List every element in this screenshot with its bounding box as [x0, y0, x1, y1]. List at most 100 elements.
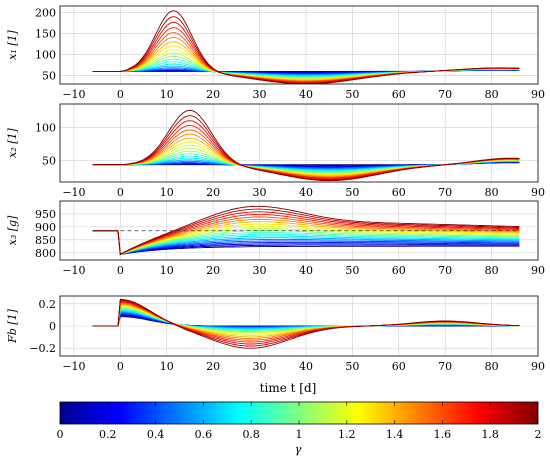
series-line-gamma-1.7 — [92, 213, 520, 255]
x-tick-label: 30 — [253, 264, 267, 277]
y-tick-label: 0.2 — [39, 298, 57, 311]
colorbar-tick-label: 0.8 — [242, 428, 260, 441]
colorbar-tick-label: 1.4 — [386, 428, 404, 441]
y-tick-label: 200 — [35, 6, 56, 19]
y-tick-label: 100 — [35, 121, 56, 134]
y-tick-label: 950 — [35, 208, 56, 221]
series-line-gamma-1.1 — [92, 227, 520, 256]
x-tick-label: 80 — [485, 186, 499, 199]
panel-2: −10 0 10 20 30 40 50 60 70 80 90 50 100 x₂ [1] — [6, 103, 545, 199]
colorbar-tick-label: 0.2 — [99, 428, 117, 441]
x-tick-label: 70 — [438, 88, 452, 101]
colorbar-tick-label: 2 — [535, 428, 542, 441]
series-line-gamma-1.2 — [92, 225, 520, 256]
series-line-gamma-0.8 — [92, 230, 520, 256]
y-tick-label: 0 — [49, 320, 56, 333]
series-group — [92, 298, 520, 349]
colorbar-tick-label: 0.4 — [147, 428, 165, 441]
y-axis-label: x₂ [1] — [6, 127, 19, 157]
x-tick-label: 40 — [299, 186, 313, 199]
y-tick-label: −0.2 — [29, 342, 56, 355]
x-tick-label: 70 — [438, 360, 452, 373]
series-line-gamma-1.9 — [92, 208, 520, 256]
x-tick-label: 40 — [299, 88, 313, 101]
colorbar-tick-label: 1 — [296, 428, 303, 441]
y-tick-label: 850 — [35, 234, 56, 247]
x-tick-label: 30 — [253, 360, 267, 373]
x-tick-label: −10 — [62, 186, 85, 199]
series-line-gamma-0.7 — [92, 230, 520, 256]
series-line-gamma-0.1 — [92, 230, 520, 256]
x-tick-label: 80 — [485, 360, 499, 373]
x-tick-label: 0 — [117, 186, 124, 199]
series-line-gamma-2.0 — [92, 205, 520, 255]
axes-frame — [59, 295, 539, 357]
y-axis-label: x₁ [1] — [6, 29, 19, 59]
x-tick-label: 60 — [392, 264, 406, 277]
series-line-gamma-2.0 — [92, 109, 520, 182]
x-axis-label: time t [d] — [260, 381, 317, 395]
colorbar-tick-label: 1.6 — [434, 428, 452, 441]
series-line-gamma-0.2 — [92, 230, 520, 256]
x-tick-label: 50 — [345, 186, 359, 199]
x-tick-label: −10 — [62, 264, 85, 277]
x-tick-label: 10 — [160, 264, 174, 277]
x-tick-label: −10 — [62, 88, 85, 101]
x-tick-label: 20 — [206, 88, 220, 101]
series-line-gamma-1.3 — [92, 223, 520, 256]
x-tick-label: 40 — [299, 360, 313, 373]
x-tick-label: 30 — [253, 88, 267, 101]
x-tick-label: −10 — [62, 360, 85, 373]
colorbar-tick-label: 1.8 — [481, 428, 499, 441]
series-line-gamma-0.4 — [92, 230, 520, 256]
x-tick-label: 20 — [206, 264, 220, 277]
series-line-gamma-0.3 — [92, 230, 520, 256]
series-line-gamma-1.0 — [92, 229, 520, 256]
panel-4: −10 0 10 20 30 40 50 60 70 80 90 −0.2 0 0.2 Fb [1] — [6, 295, 545, 373]
x-tick-label: 70 — [438, 186, 452, 199]
series-line-gamma-1.4 — [92, 221, 520, 256]
series-line-gamma-0.6 — [92, 230, 520, 256]
x-tick-label: 30 — [253, 186, 267, 199]
x-tick-label: 40 — [299, 264, 313, 277]
x-tick-label: 80 — [485, 88, 499, 101]
x-tick-label: 60 — [392, 186, 406, 199]
series-line-gamma-0.0 — [92, 230, 520, 256]
series-line-gamma-0.9 — [92, 230, 520, 256]
x-tick-label: 80 — [485, 264, 499, 277]
x-tick-label: 60 — [392, 360, 406, 373]
series-line-gamma-1.5 — [92, 218, 520, 256]
series-group — [92, 205, 520, 256]
colorbar: 0 0.2 0.4 0.6 0.8 1 1.2 1.4 1.6 1.8 2 γ — [57, 401, 542, 456]
series-group — [92, 109, 520, 182]
y-tick-label: 50 — [42, 155, 56, 168]
series-line-gamma-2.0 — [92, 10, 520, 84]
axes-frame — [59, 5, 539, 85]
series-line-gamma-2.0 — [92, 298, 520, 349]
y-axis-label: Fb [1] — [6, 308, 19, 343]
y-tick-label: 100 — [35, 48, 56, 61]
x-tick-label: 90 — [531, 360, 545, 373]
axes-frame — [59, 200, 539, 261]
x-tick-label: 50 — [345, 264, 359, 277]
y-tick-label: 900 — [35, 221, 56, 234]
x-tick-label: 50 — [345, 360, 359, 373]
y-tick-label: 800 — [35, 247, 56, 260]
x-tick-label: 50 — [345, 88, 359, 101]
x-tick-label: 10 — [160, 186, 174, 199]
x-tick-label: 10 — [160, 88, 174, 101]
axes-frame — [59, 103, 539, 183]
x-tick-label: 10 — [160, 360, 174, 373]
colorbar-tick-label: 1.2 — [338, 428, 356, 441]
x-tick-label: 0 — [117, 88, 124, 101]
panel-1: −10 0 10 20 30 40 50 60 70 80 90 50 100 150 200 x₁ [1] — [6, 5, 545, 101]
y-tick-label: 50 — [42, 70, 56, 83]
x-tick-label: 0 — [117, 264, 124, 277]
colorbar-label: γ — [295, 443, 302, 456]
y-axis-label: x₃ [g] — [6, 215, 19, 245]
series-group — [92, 10, 520, 84]
series-line-gamma-0.5 — [92, 230, 520, 256]
